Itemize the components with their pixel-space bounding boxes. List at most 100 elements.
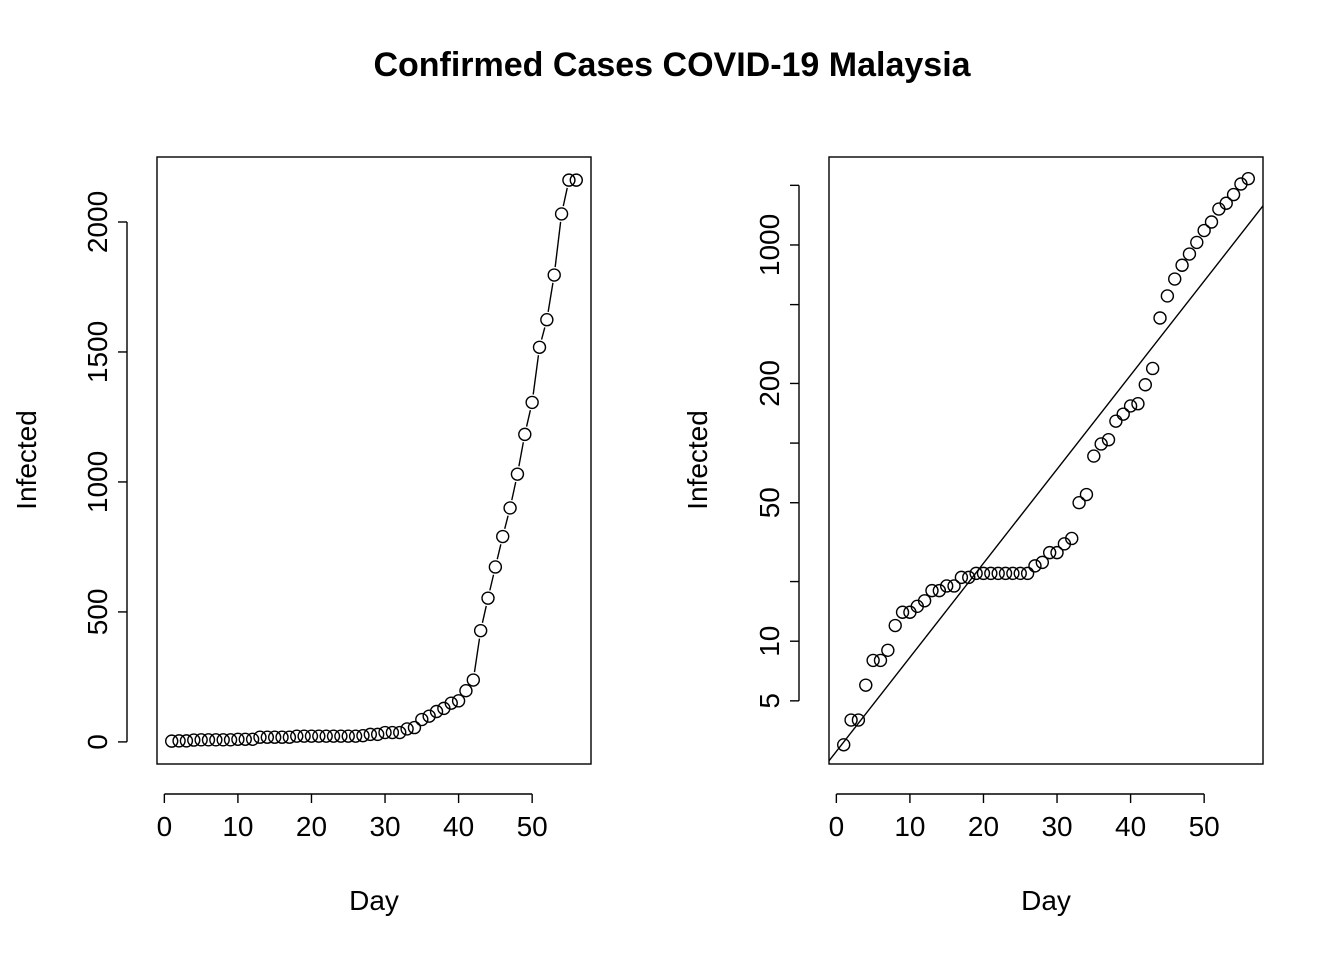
connector-segment [473,638,481,673]
data-point [312,729,326,743]
data-point [954,570,969,585]
data-point [1182,247,1197,261]
data-point [554,207,569,221]
data-point [429,704,444,719]
data-point [393,725,407,740]
data-point [209,733,223,747]
x-tick-label: 50 [517,811,548,842]
data-point [1050,545,1064,560]
connector-segment [532,355,540,395]
data-point [917,594,932,608]
data-point [562,173,576,187]
data-point [510,467,525,481]
x-tick-label: 0 [829,811,845,842]
data-point [415,712,429,727]
data-point [370,727,385,742]
data-point [925,583,939,598]
connector-segment [481,605,487,623]
right-panel: 0 10 20 30 40 50 5 10 50 200 1000 Day Infected [682,156,1264,916]
data-point [851,713,866,727]
data-point [888,618,902,633]
data-point [297,729,311,743]
connector-segment [540,327,546,340]
right-y-axis-label: Infected [682,410,713,510]
connector-segment [504,515,509,529]
data-point [290,729,304,743]
data-point [895,605,910,619]
y-tick-label: 0 [82,734,113,750]
data-point [1035,555,1050,570]
data-point [1101,433,1116,447]
data-point [363,727,378,742]
connector-segment [525,410,532,427]
data-point [165,734,179,748]
data-point [1145,361,1160,376]
data-point [939,579,954,593]
data-point [238,732,252,747]
data-point [532,340,547,354]
left-panel: 0 10 20 30 40 50 0 500 1000 1500 2000 Day Infecte… [11,156,592,916]
data-point [947,579,961,593]
data-point [962,570,976,585]
data-point [400,722,414,736]
data-point [348,729,363,743]
data-point [547,268,561,282]
data-point [540,313,554,327]
data-point [569,173,583,187]
data-point [969,566,983,581]
data-point [267,730,282,744]
chart-title: Confirmed Cases COVID-19 Malaysia [373,46,971,84]
data-point [1190,235,1204,250]
data-point [1153,311,1167,325]
fit-line [828,205,1264,762]
y-tick-label: 1000 [754,214,785,276]
data-point [407,720,422,735]
data-point [1013,566,1027,581]
y-tick-label: 50 [754,487,785,518]
data-point [444,696,458,710]
data-point [1204,215,1219,229]
data-point [1226,187,1241,202]
data-point [1079,487,1094,502]
data-point [1072,496,1086,510]
data-point [1087,449,1101,463]
data-point [1197,223,1211,238]
right-x-axis-label: Day [1021,885,1071,916]
data-point [172,734,186,748]
data-point [356,728,370,743]
data-point [466,673,481,687]
connector-segment [511,481,517,501]
right-y-axis: 5 10 50 200 1000 [754,184,800,709]
data-point [216,733,230,747]
data-point [231,732,245,747]
right-marks [828,171,1264,762]
data-point [488,560,503,574]
data-point [422,709,436,723]
data-point [223,733,238,747]
data-point [1042,545,1057,560]
data-point [201,733,216,747]
data-point [844,713,858,727]
data-point [1020,566,1035,581]
data-point [253,730,267,744]
connector-segment [518,442,525,467]
data-point [984,566,998,581]
data-point [1065,531,1079,546]
data-point [518,427,532,442]
data-point [275,730,289,744]
data-point [481,591,495,605]
y-tick-label: 200 [754,360,785,407]
data-point [179,734,194,748]
x-tick-label: 20 [296,811,327,842]
data-point [459,683,473,698]
data-point [1241,171,1255,186]
data-point [187,733,201,747]
x-tick-label: 10 [222,811,253,842]
data-point [1168,272,1182,286]
left-x-axis: 0 10 20 30 40 50 [157,793,548,842]
data-point [1138,378,1153,392]
y-tick-label: 1500 [82,321,113,383]
data-point [1123,399,1138,413]
data-point [260,730,275,744]
